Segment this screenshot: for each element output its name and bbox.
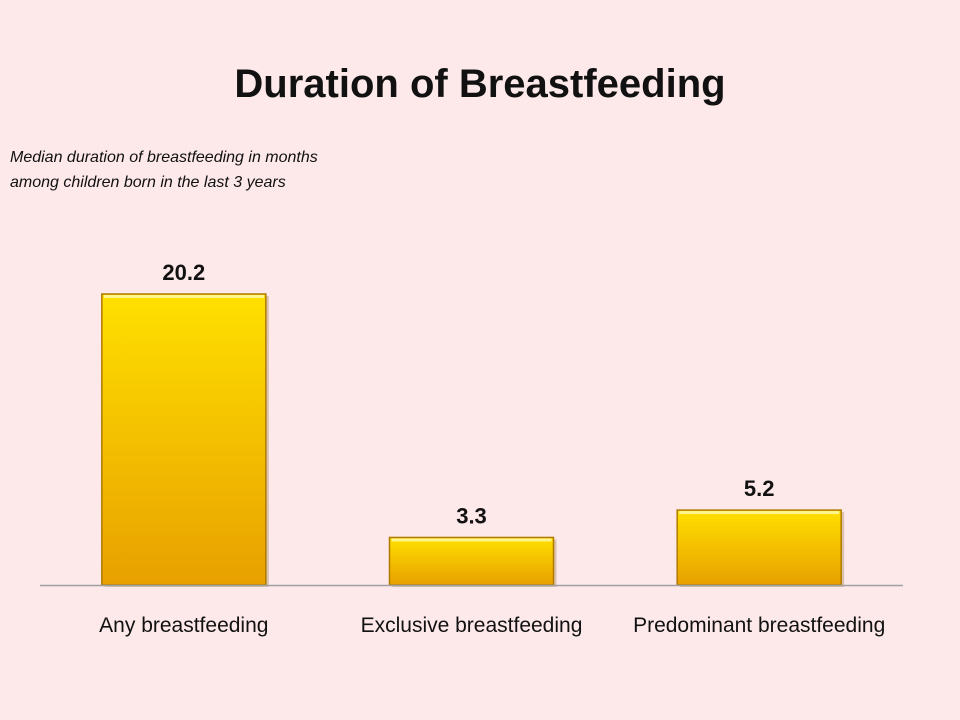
chart-title: Duration of Breastfeeding [234, 62, 726, 106]
value-label-1: 3.3 [456, 503, 487, 528]
category-label-2: Predominant breastfeeding [633, 614, 885, 637]
value-label-2: 5.2 [744, 476, 775, 501]
bar-2 [676, 509, 842, 586]
category-label-1: Exclusive breastfeeding [361, 614, 583, 637]
value-label-0: 20.2 [162, 260, 205, 285]
bar-0 [101, 293, 267, 586]
subtitle-line-1: Median duration of breastfeeding in mont… [10, 149, 318, 166]
labels-layer: 20.2 Any breastfeeding 3.3 Exclusive breast… [99, 260, 885, 637]
category-label-0: Any breastfeeding [99, 614, 268, 637]
chart-subtitle: Median duration of breastfeeding in mont… [10, 145, 450, 195]
bar-highlight [679, 511, 840, 515]
bars-layer [101, 293, 845, 587]
bar-1 [388, 536, 555, 586]
bar-highlight [391, 538, 552, 542]
subtitle-line-2: among children born in the last 3 years [10, 174, 286, 191]
bar-highlight [103, 295, 264, 298]
